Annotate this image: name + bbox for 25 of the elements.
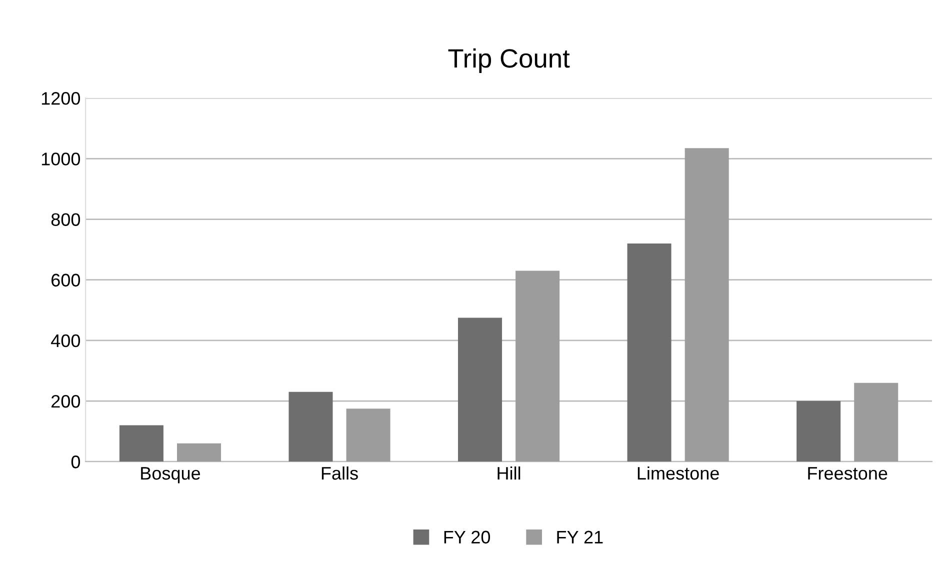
y-tick-label: 1000	[42, 152, 80, 166]
legend-label: FY 21	[557, 530, 603, 544]
x-tick-label: Hill	[498, 466, 520, 480]
y-tick-label: 1200	[42, 92, 80, 105]
bar	[854, 382, 898, 462]
chart-title: Trip Count	[448, 48, 570, 74]
y-tick-label: 400	[51, 334, 80, 348]
y-tick-label: 800	[51, 213, 80, 226]
legend-label: FY 20	[444, 530, 490, 544]
bar	[346, 408, 390, 462]
bar	[516, 270, 560, 462]
x-tick-label: Freestone	[808, 467, 888, 480]
bar	[684, 148, 729, 462]
bar	[796, 401, 841, 462]
x-tick-label: Limestone	[638, 466, 719, 480]
y-tick-label: 600	[52, 274, 80, 287]
bar	[177, 443, 222, 462]
x-tick-label: Falls	[322, 466, 358, 480]
bar	[627, 243, 672, 462]
x-tick-label: Bosque	[141, 467, 200, 484]
bar	[288, 392, 333, 462]
y-tick-label: 200	[52, 394, 80, 408]
y-tick-label: 0	[71, 456, 80, 468]
bar	[119, 425, 164, 462]
bar	[458, 318, 502, 462]
